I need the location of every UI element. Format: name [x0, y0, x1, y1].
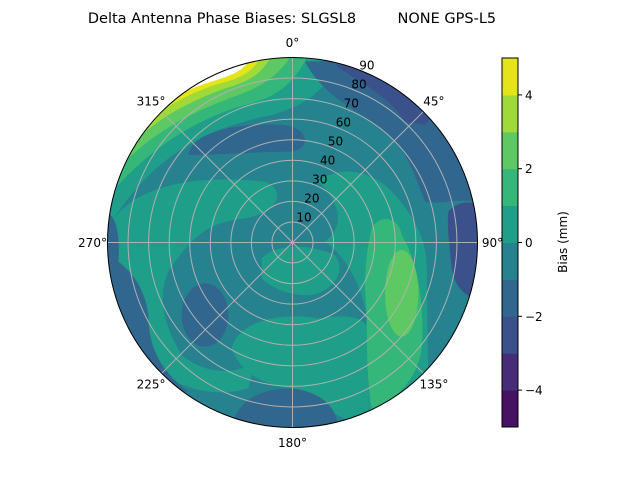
theta-gridline: [161, 111, 293, 243]
r-tick-label: 30: [312, 173, 327, 187]
theta-gridline: [292, 111, 424, 243]
theta-tick-label: 45°: [423, 95, 444, 109]
contour-level-minus2-minus1: [231, 388, 339, 428]
colorbar-tick-label: −4: [525, 384, 543, 398]
r-tick-labels: 10 20 30 40 50 60 70 80 90: [296, 59, 374, 225]
r-tick-label: 90: [359, 59, 374, 73]
theta-tick-label: 225°: [137, 377, 166, 391]
theta-gridline: [292, 242, 424, 374]
r-tick-label: 50: [328, 135, 343, 149]
colorbar-band: [502, 242, 518, 280]
colorbar-band: [502, 279, 518, 317]
polar-grid: [107, 57, 478, 428]
theta-tick-label: 315°: [137, 95, 166, 109]
contour-level-0-1: [110, 179, 278, 393]
colorbar-label: Bias (mm): [556, 211, 570, 273]
colorbar-band: [502, 353, 518, 391]
chart-title: Delta Antenna Phase Biases: SLGSL8 NONE …: [88, 11, 496, 27]
theta-tick-label: 90°: [482, 236, 503, 250]
contour-level-2-3: [384, 249, 419, 337]
colorbar-band: [502, 205, 518, 243]
r-tick-label: 60: [336, 116, 351, 130]
colorbar-band: [502, 94, 518, 133]
colorbar-band: [502, 390, 518, 428]
colorbar-band: [502, 58, 518, 96]
theta-gridline: [161, 242, 293, 374]
r-tick-label: 20: [304, 192, 319, 206]
colorbar-tick-label: −2: [525, 310, 543, 324]
r-tick-label: 70: [344, 97, 359, 111]
r-tick-label: 40: [320, 154, 335, 168]
contour-level-0-1: [261, 246, 340, 296]
theta-tick-labels: 0° 45° 90° 135° 180° 225° 270° 315°: [78, 36, 503, 450]
colorbar-tick-label: 2: [525, 162, 533, 176]
theta-tick-label: 0°: [286, 36, 300, 50]
r-tick-label: 80: [351, 78, 366, 92]
colorbar-band: [502, 131, 518, 170]
colorbar-tick-label: 4: [525, 88, 533, 102]
colorbar: 4 2 0 −2 −4: [501, 57, 543, 428]
polar-frame: [107, 57, 478, 428]
colorbar-tick-label: 0: [525, 236, 533, 250]
theta-tick-label: 180°: [278, 436, 307, 450]
colorbar-band: [502, 168, 518, 207]
contour-level-minus2-minus1: [181, 283, 229, 347]
theta-tick-label: 270°: [78, 236, 107, 250]
theta-tick-label: 135°: [419, 377, 448, 391]
contour-level-minus2-minus1: [188, 124, 305, 155]
r-tick-label: 10: [296, 211, 311, 225]
contour-level-0-1: [231, 316, 369, 425]
colorbar-band: [502, 316, 518, 354]
